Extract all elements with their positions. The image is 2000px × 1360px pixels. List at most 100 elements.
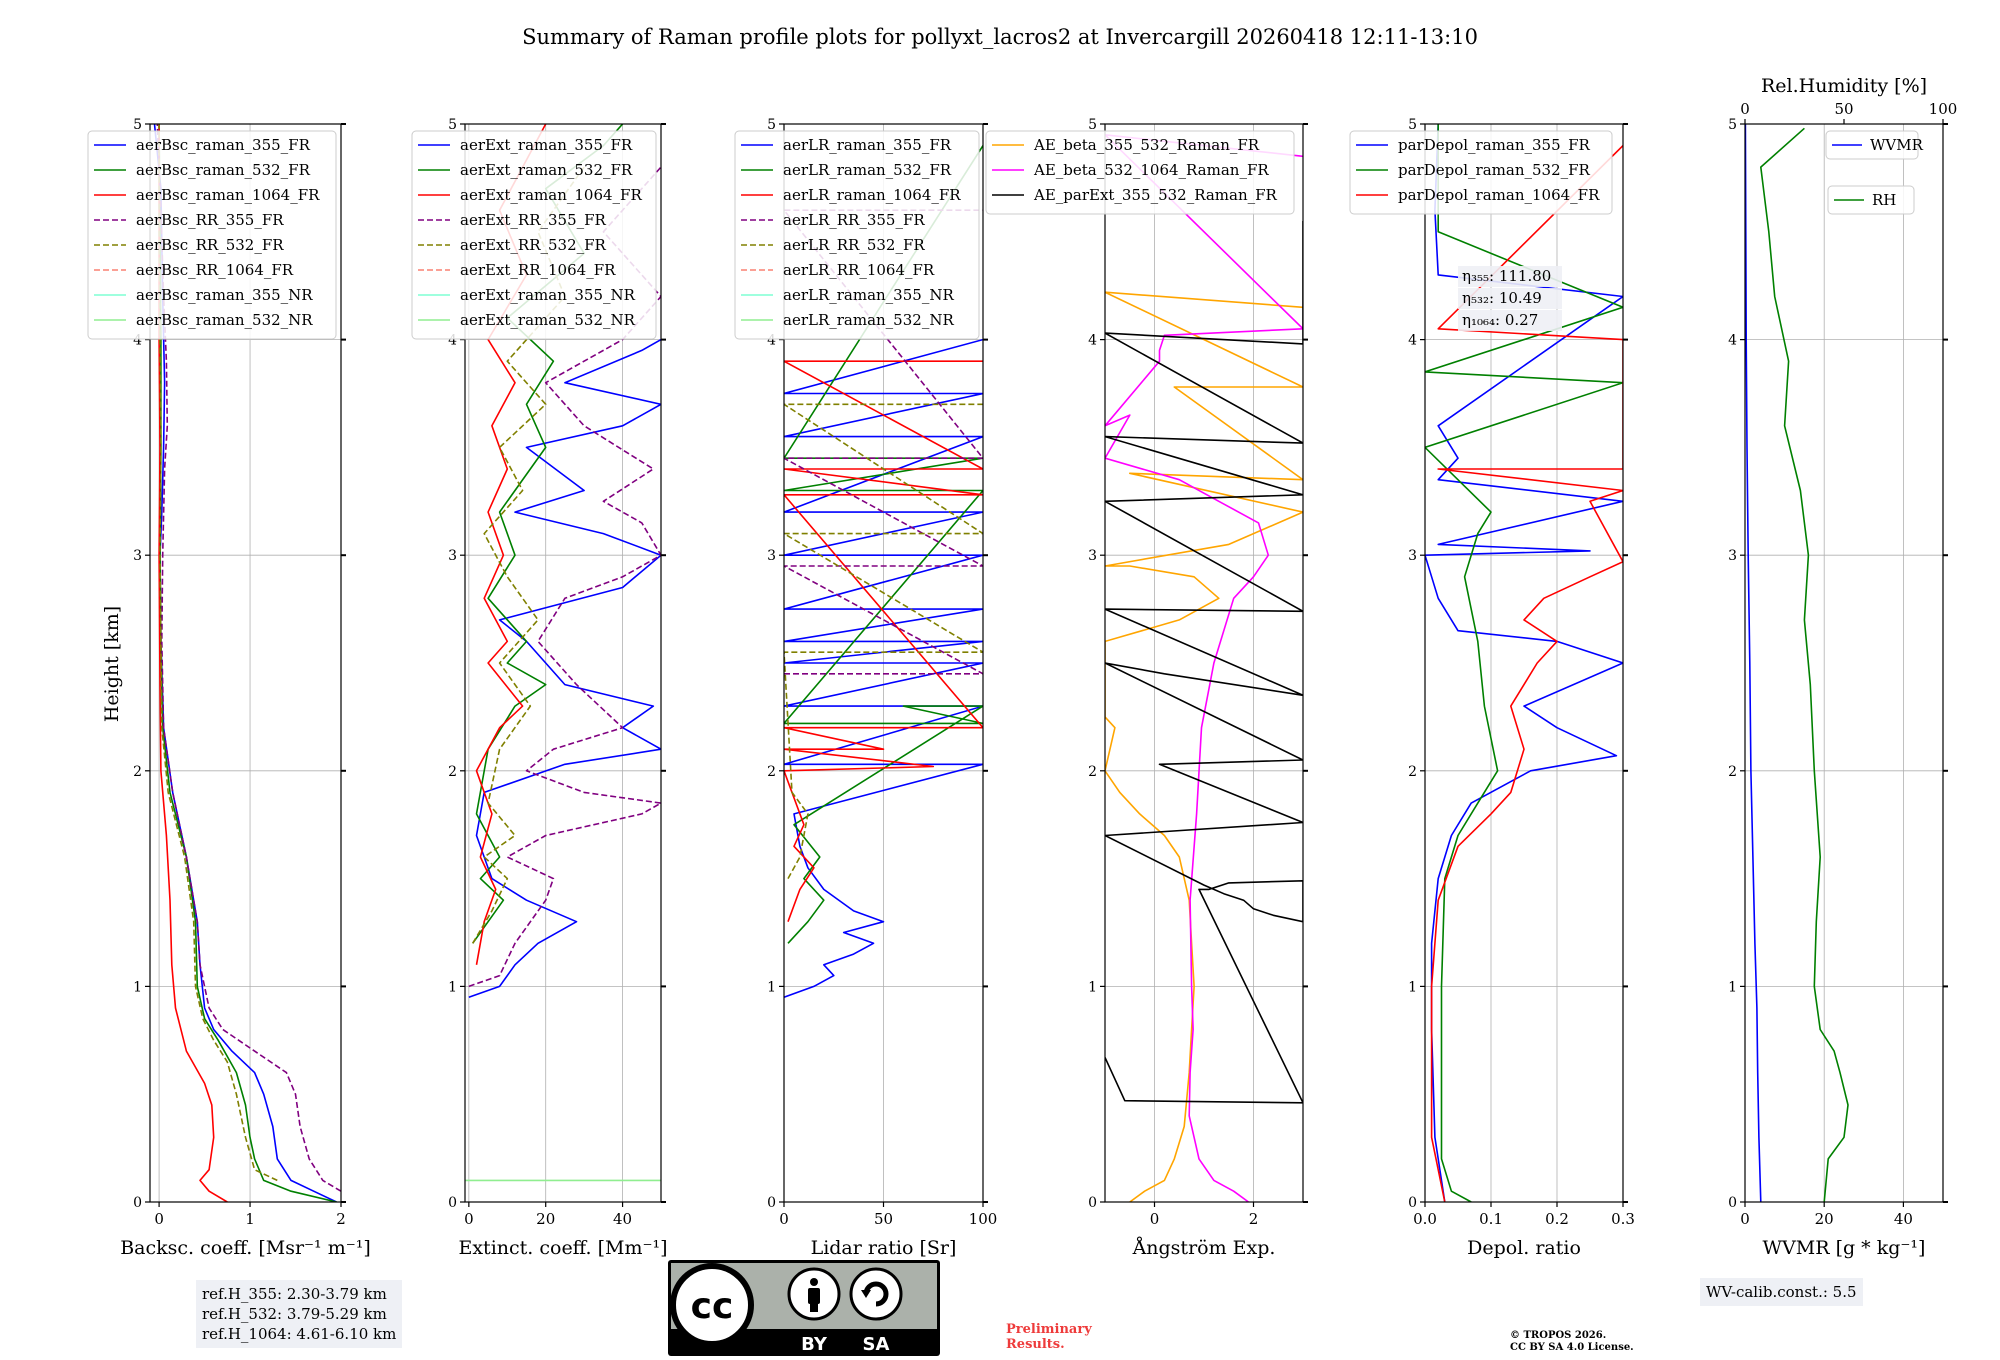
backscatter-ytick-label: 1 <box>133 979 142 995</box>
series-line-aerBsc_RR_532_FR <box>158 124 278 1182</box>
extinction-frame <box>464 123 662 1203</box>
backscatter-xtick-label: 2 <box>336 1210 346 1228</box>
lidar_ratio-ytick-label: 2 <box>767 764 776 780</box>
lidar_ratio-ytick-label: 3 <box>767 548 776 564</box>
angstrom-legend-label: AE_parExt_355_532_Raman_FR <box>1033 186 1278 204</box>
series-line-AE_parExt_355_532_Raman_FR <box>1105 221 1303 1104</box>
depolarization-ytick-label: 2 <box>1408 764 1417 780</box>
lidar_ratio-legend-label: aerLR_RR_355_FR <box>783 211 925 229</box>
extinction-legend-label: aerExt_raman_532_NR <box>460 311 636 329</box>
lidar_ratio-legend-label: aerLR_raman_1064_FR <box>783 186 961 204</box>
lidar_ratio-xtick-label: 50 <box>874 1210 893 1228</box>
angstrom-xtick-label: 2 <box>1249 1210 1259 1228</box>
series-line-parDepol_raman_1064_FR <box>1430 145 1623 1202</box>
depolarization-ytick-label: 5 <box>1408 117 1417 133</box>
angstrom-ytick-label: 2 <box>1088 764 1097 780</box>
water_vapor-legend-frame <box>1825 130 1919 160</box>
extinction-legend-label: aerExt_RR_355_FR <box>460 211 607 229</box>
panel-extinction: 0 1 2 3 4 5 0 20 40 Extinct. coeff. [Mm⁻¹] aerExt_… <box>411 117 668 1259</box>
backscatter-legend-label: aerBsc_raman_1064_FR <box>136 186 320 204</box>
depolarization-ytick-label: 0 <box>1408 1195 1417 1211</box>
refh-355: ref.H_355: 2.30-3.79 km <box>202 1285 387 1303</box>
preliminary-note: Preliminary Results. <box>1006 1322 1092 1352</box>
lidar_ratio-legend-label: aerLR_raman_355_NR <box>783 286 954 304</box>
backscatter-legend-label: aerBsc_raman_532_FR <box>136 161 311 179</box>
figure-title: Summary of Raman profile plots for polly… <box>522 25 1478 49</box>
lidar_ratio-ytick-label: 1 <box>767 979 776 995</box>
depolarization-eta-label: η₅₃₂: 10.49 <box>1462 289 1542 307</box>
extinction-legend-label: aerExt_RR_532_FR <box>460 236 607 254</box>
lidar_ratio-legend-label: aerLR_raman_532_FR <box>783 161 952 179</box>
extinction-legend-label: aerExt_RR_1064_FR <box>460 261 616 279</box>
backscatter-legend-frame <box>87 130 337 340</box>
panel-angstrom: 0 1 2 3 4 5 0 2 Ångström Exp. AE_beta_355_532_Ram… <box>985 117 1308 1259</box>
backscatter-xtick-label: 0 <box>154 1210 164 1228</box>
water_vapor-ytick-label: 5 <box>1728 117 1737 133</box>
depolarization-xtick-label: 0.1 <box>1479 1210 1503 1228</box>
panel-depolarization: 0 1 2 3 4 5 0.0 0.1 0.2 0.3 Depol. ratio parDepol_r… <box>1349 117 1635 1259</box>
water_vapor-ytick-label: 1 <box>1728 979 1737 995</box>
water_vapor-frame <box>1744 123 1944 1203</box>
extinction-xtick-label: 20 <box>536 1210 555 1228</box>
extinction-legend-label: aerExt_raman_532_FR <box>460 161 633 179</box>
extinction-ytick-label: 3 <box>448 548 457 564</box>
panel-backscatter: 0 1 2 3 4 5 0 1 2 Backsc. coeff. [Msr⁻¹ m⁻¹] aerBs… <box>87 117 371 1259</box>
lidar_ratio-ytick-label: 4 <box>767 333 776 349</box>
extinction-ytick-label: 2 <box>448 764 457 780</box>
extinction-legend-label: aerExt_raman_1064_FR <box>460 186 642 204</box>
depolarization-eta-annotations: η₃₅₅: 111.80 η₅₃₂: 10.49 η₁₀₆₄: 0.27 <box>1458 266 1562 331</box>
angstrom-ytick-label: 1 <box>1088 979 1097 995</box>
extinction-ytick-label: 1 <box>448 979 457 995</box>
angstrom-legend-frame <box>985 130 1295 215</box>
depolarization-eta-label: η₁₀₆₄: 0.27 <box>1462 311 1538 329</box>
lidar_ratio-xtick-label: 100 <box>969 1210 998 1228</box>
backscatter-ytick-label: 0 <box>133 1195 142 1211</box>
angstrom-xtick-label: 0 <box>1150 1210 1160 1228</box>
backscatter-legend-label: aerBsc_raman_532_NR <box>136 311 313 329</box>
lidar_ratio-legend-label: aerLR_RR_532_FR <box>783 236 925 254</box>
water_vapor-ytick-label: 3 <box>1728 548 1737 564</box>
preliminary-line-1: Preliminary <box>1006 1322 1092 1337</box>
backscatter-legend-label: aerBsc_raman_355_FR <box>136 136 311 154</box>
depolarization-legend-label: parDepol_raman_355_FR <box>1398 136 1591 154</box>
series-line-aerExt_RR_532_FR <box>472 166 585 944</box>
cc-logo-text: cc <box>691 1286 734 1327</box>
backscatter-legend-label: aerBsc_RR_355_FR <box>136 211 284 229</box>
water_vapor-ytick-label: 0 <box>1728 1195 1737 1211</box>
depolarization-eta-bg <box>1458 266 1562 287</box>
y-axis-label: Height [km] <box>101 606 123 722</box>
water_vapor-xtick-label: 40 <box>1894 1210 1913 1228</box>
angstrom-legend-label: AE_beta_355_532_Raman_FR <box>1033 136 1260 154</box>
series-line-AE_beta_532_1064_Raman_FR <box>1105 134 1303 1202</box>
series-line-aerExt_raman_1064_FR <box>475 124 547 965</box>
depolarization-frame <box>1424 123 1624 1203</box>
series-line-RH <box>1760 127 1849 1202</box>
copyright-note: © TROPOS 2026. CC BY SA 4.0 License. <box>1510 1330 1634 1354</box>
water_vapor-legend: WVMR RH <box>1825 130 1924 215</box>
series-line-AE_beta_355_532_Raman_FR <box>1105 291 1303 1202</box>
series-line-aerLR_raman_355_FR <box>784 338 983 998</box>
depolarization-legend-label: parDepol_raman_532_FR <box>1398 161 1591 179</box>
depolarization-ytick-label: 3 <box>1408 548 1417 564</box>
angstrom-xlabel: Ångström Exp. <box>1132 1237 1276 1259</box>
extinction-ytick-label: 4 <box>448 333 457 349</box>
copyright-line-1: © TROPOS 2026. <box>1510 1330 1607 1341</box>
backscatter-ytick-label: 3 <box>133 548 142 564</box>
depolarization-legend-frame <box>1349 130 1613 215</box>
lidar_ratio-legend-label: aerLR_RR_1064_FR <box>783 261 935 279</box>
water_vapor-ytick-label: 4 <box>1728 333 1737 349</box>
lidar_ratio-legend-label: aerLR_raman_532_NR <box>783 311 954 329</box>
water_vapor-legend-frame <box>1827 185 1915 215</box>
water_vapor-top-label: Rel.Humidity [%] <box>1761 75 1927 97</box>
backscatter-xtick-label: 1 <box>245 1210 255 1228</box>
angstrom-ytick-label: 4 <box>1088 333 1097 349</box>
backscatter-ytick-label: 5 <box>133 117 142 133</box>
refh-532: ref.H_532: 3.79-5.29 km <box>202 1305 387 1323</box>
series-line-aerExt_raman_355_FR <box>468 338 661 998</box>
water_vapor-legend-label: RH <box>1872 191 1896 209</box>
backscatter-ytick-label: 4 <box>133 333 142 349</box>
refh-1064: ref.H_1064: 4.61-6.10 km <box>202 1325 397 1343</box>
